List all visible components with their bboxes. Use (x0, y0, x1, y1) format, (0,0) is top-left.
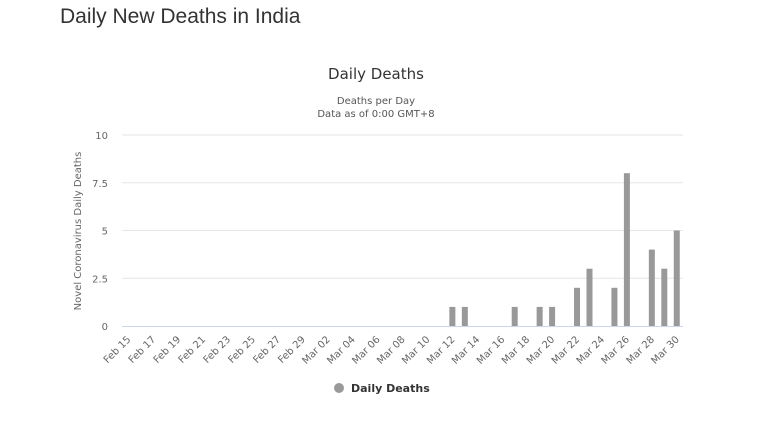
bar (661, 268, 668, 326)
bar (449, 306, 456, 326)
y-axis-title: Novel Coronavirus Daily Deaths (73, 152, 84, 311)
y-tick-label: 5 (102, 227, 108, 238)
bar (511, 306, 518, 326)
bar (623, 173, 630, 326)
bar (611, 287, 618, 326)
y-tick-label: 7.5 (92, 179, 108, 190)
legend-label: Daily Deaths (351, 382, 430, 395)
chart-subtitle: Data as of 0:00 GMT+8 (317, 109, 434, 120)
bar (574, 287, 581, 326)
chart-title: Daily Deaths (328, 65, 424, 83)
chart-subtitle: Deaths per Day (337, 96, 415, 107)
page-title: Daily New Deaths in India (60, 5, 301, 28)
y-tick-label: 2.5 (92, 274, 108, 285)
legend-marker-icon (334, 383, 344, 393)
bar (536, 306, 543, 326)
bar (648, 249, 655, 326)
bar (549, 306, 556, 326)
bar (586, 268, 593, 326)
y-tick-label: 0 (102, 322, 108, 333)
bar (461, 306, 468, 326)
y-tick-label: 10 (95, 131, 108, 142)
bar (673, 230, 680, 326)
x-tick-label: Mar 30 (650, 334, 682, 366)
legend-item[interactable]: Daily Deaths (334, 382, 430, 395)
